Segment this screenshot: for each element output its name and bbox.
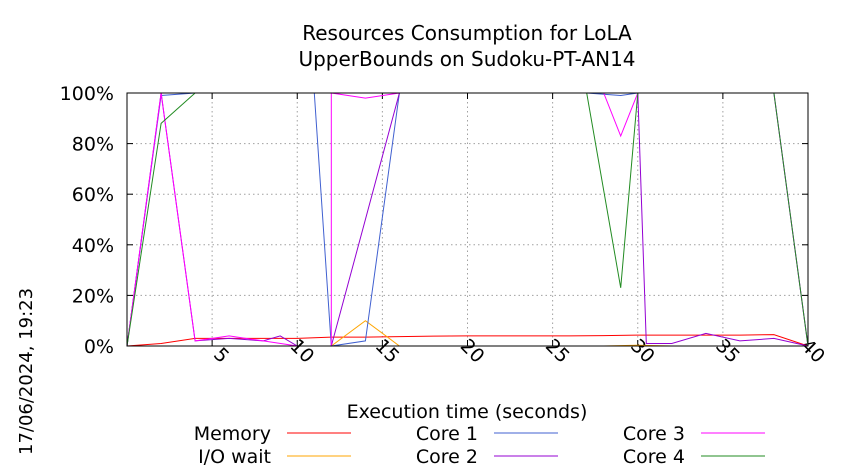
grid-lines	[127, 93, 808, 346]
y-tick-label: 80%	[72, 134, 114, 156]
y-tick-label: 20%	[72, 285, 114, 307]
legend-label-memory: Memory	[194, 423, 271, 445]
x-tick-label: 15	[371, 335, 404, 368]
chart-title-line-1: Resources Consumption for LoLA	[302, 21, 632, 45]
x-tick-label: 30	[626, 335, 659, 368]
x-tick-label: 5	[209, 343, 233, 367]
x-tick-label: 35	[711, 335, 744, 368]
legend-label-core-1: Core 1	[416, 423, 478, 445]
x-tick-label: 10	[286, 335, 319, 368]
y-tick-label: 60%	[72, 184, 114, 206]
series-line-memory	[126, 334, 809, 347]
x-tick-label: 25	[541, 335, 574, 368]
legend-label-i-o-wait: I/O wait	[198, 446, 271, 468]
y-tick-label: 100%	[60, 83, 114, 105]
x-axis-label: Execution time (seconds)	[347, 401, 588, 423]
legend-label-core-4: Core 4	[623, 446, 685, 468]
y-tick-label: 0%	[84, 336, 114, 358]
chart-title-line-2: UpperBounds on Sudoku-PT-AN14	[298, 47, 635, 71]
x-tick-label: 20	[456, 335, 489, 368]
timestamp: 17/06/2024, 19:23	[16, 288, 37, 455]
axis-ticks: 0% 20% 40% 60% 80% 100% 5 10 15 20 25 30 35 40	[60, 83, 829, 368]
legend-label-core-2: Core 2	[416, 446, 478, 468]
plot-frame	[126, 92, 809, 347]
y-tick-label: 40%	[72, 235, 114, 257]
legend-label-core-3: Core 3	[623, 423, 685, 445]
x-tick-label: 40	[796, 335, 829, 368]
